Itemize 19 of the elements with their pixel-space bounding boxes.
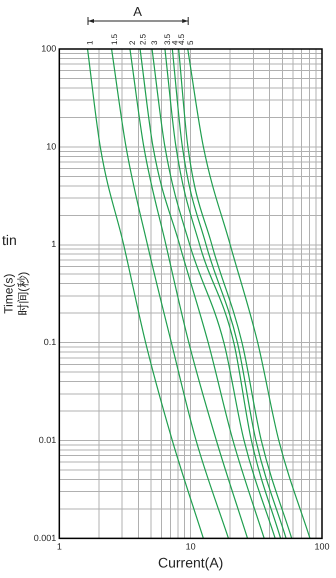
y-tick-label: 1 (51, 239, 56, 250)
text: 1.5 (110, 33, 119, 45)
text: 1 (86, 40, 95, 45)
x-tick-label: 10 (186, 541, 196, 552)
y-tick-label: 10 (46, 141, 56, 152)
text: tin (2, 232, 17, 248)
text: 2 (128, 40, 138, 45)
y-tick-label: 0.001 (34, 532, 56, 543)
y-tick-label: 0.1 (44, 337, 56, 348)
y-axis-title: Time(s) 时间(秒) (2, 272, 30, 316)
legend-title: A (133, 4, 142, 19)
y-tick-label: 100 (41, 43, 56, 54)
text: 2.5 (138, 33, 148, 45)
text: 5 (186, 40, 195, 45)
text: 3 (150, 40, 160, 45)
x-tick-label: 100 (314, 541, 330, 552)
y-tick-label: 0.01 (38, 435, 56, 446)
x-axis-title: Current(A) (158, 554, 224, 570)
text: 3.5 (163, 33, 172, 45)
